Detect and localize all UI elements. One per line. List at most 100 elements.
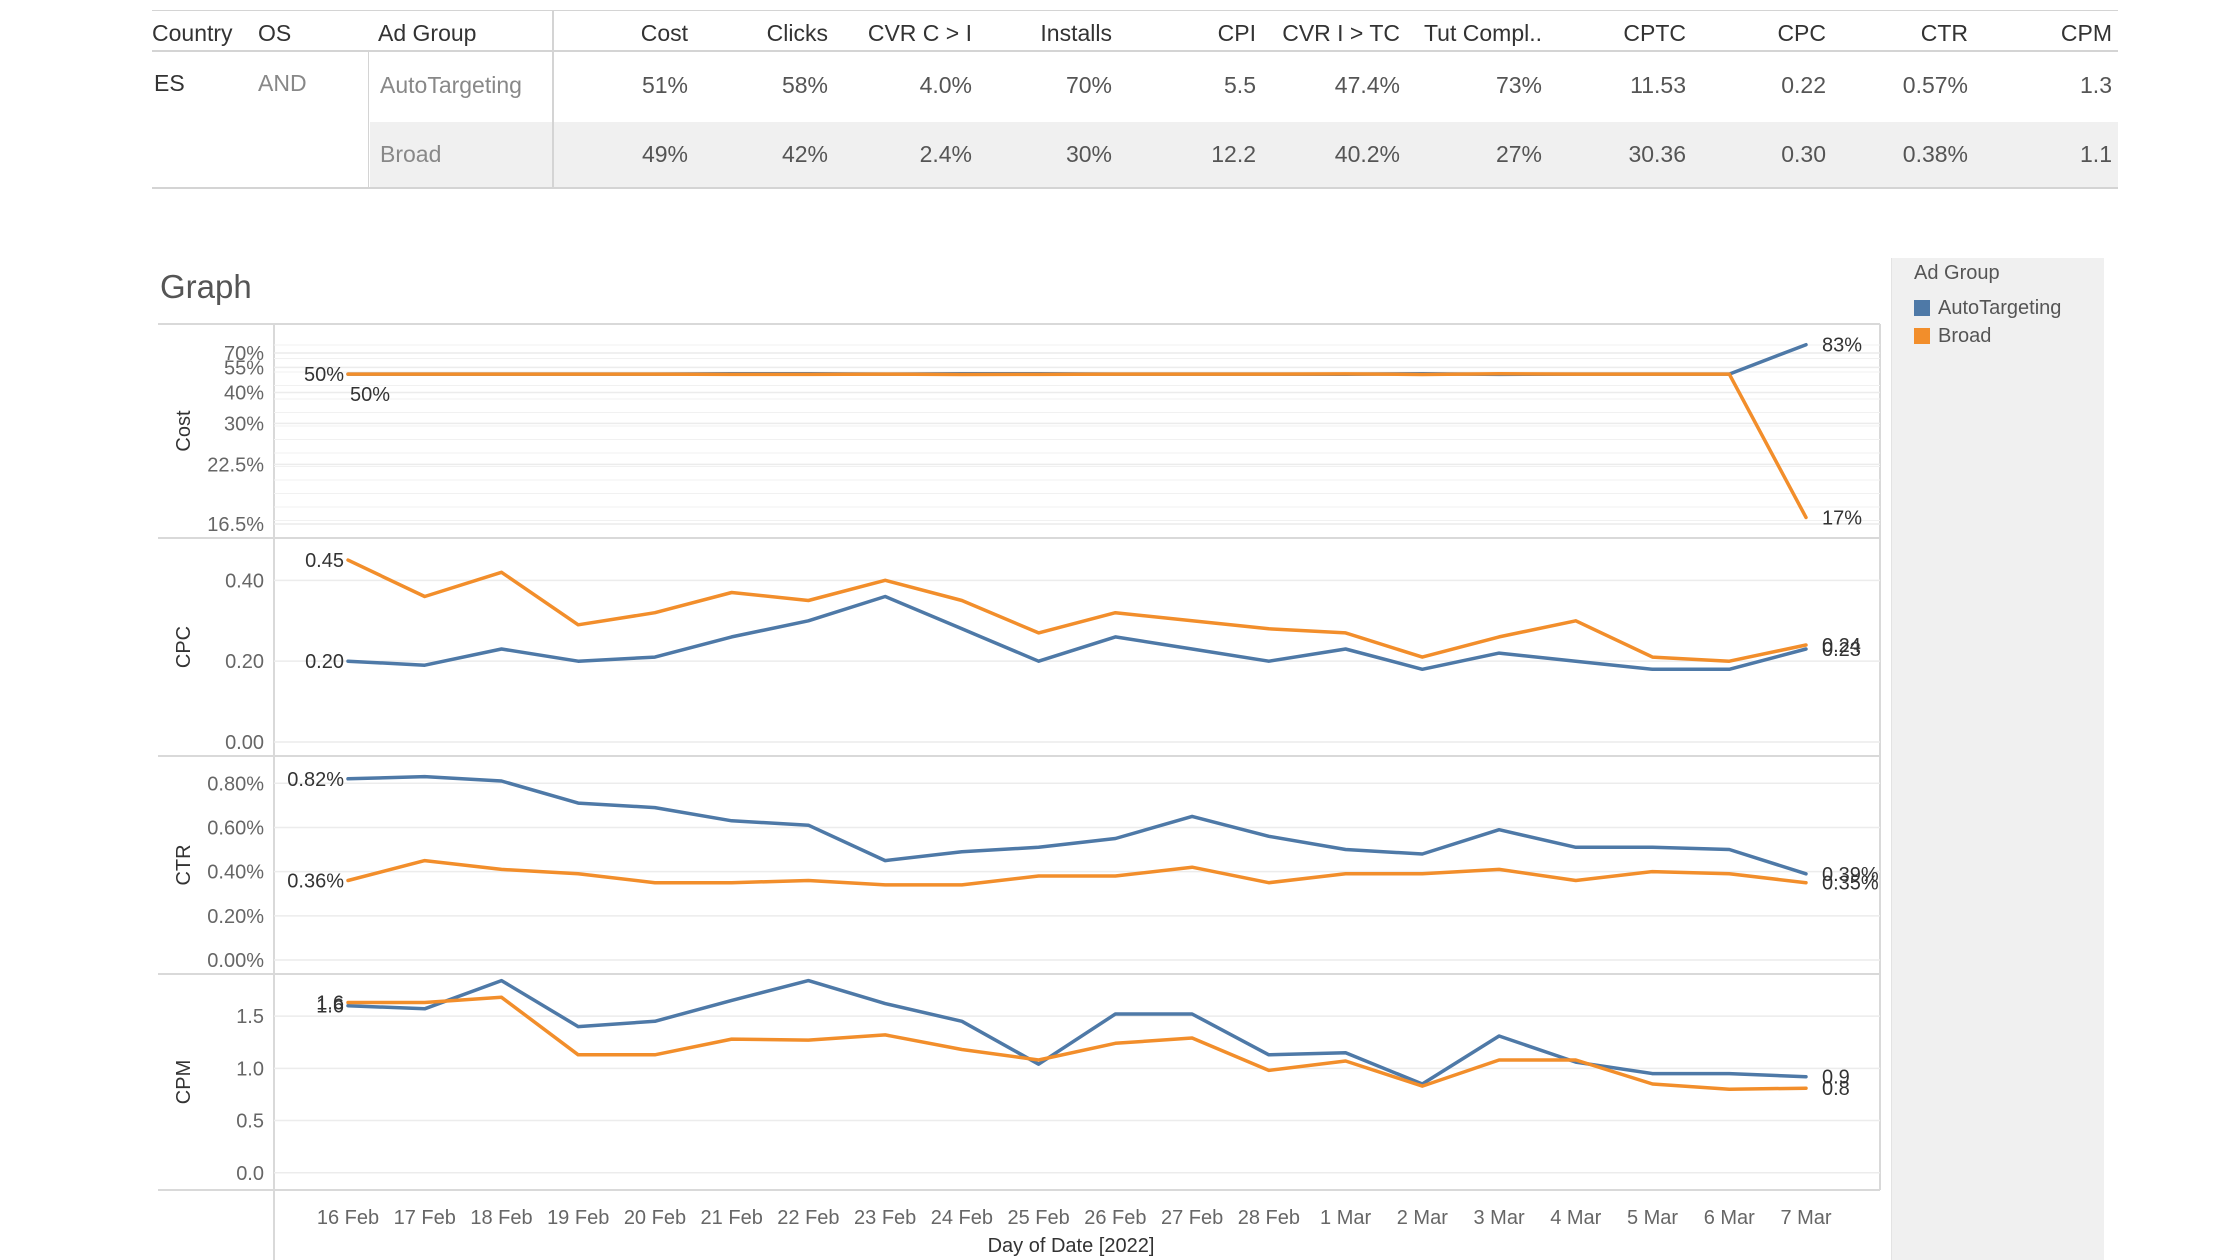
y-tick-label-ctr: 0.60% (207, 817, 264, 839)
x-tick-label: 5 Mar (1627, 1207, 1678, 1229)
x-tick-label: 19 Feb (547, 1207, 609, 1229)
y-tick-label-ctr: 0.40% (207, 862, 264, 884)
y-axis-label-cpc: CPC (173, 626, 195, 668)
cell-cost: 51% (641, 72, 688, 98)
series-line-ctr-autotargeting (346, 774, 1808, 876)
series-line-ctr-broad (346, 858, 1808, 887)
cell-cpc: 0.22 (1781, 72, 1826, 98)
legend-item-autotargeting[interactable]: AutoTargeting (1914, 297, 2061, 320)
column-header-cpc: CPC (1777, 20, 1826, 46)
y-tick-label-ctr: 0.00% (207, 950, 264, 972)
first-value-label: 0.36% (287, 870, 344, 892)
x-tick-label: 1 Mar (1320, 1207, 1371, 1229)
cell-country: ES (154, 70, 185, 96)
y-tick-label-cost: 40% (224, 383, 264, 405)
last-value-label: 0.39% (1822, 864, 1879, 886)
series-line-cpm-broad (346, 995, 1808, 1091)
y-tick-label-cost: 55% (224, 357, 264, 379)
first-value-label: 0.45 (305, 550, 344, 572)
column-header-cpm: CPM (2060, 20, 2112, 46)
x-tick-label: 4 Mar (1550, 1207, 1601, 1229)
last-value-label: 0.23 (1822, 639, 1861, 661)
y-tick-label-cost: 22.5% (207, 454, 264, 476)
cell-installs: 70% (1065, 72, 1112, 98)
x-tick-label: 20 Feb (624, 1207, 686, 1229)
column-header-ad-group: Ad Group (378, 20, 477, 46)
column-header-cvr-c-i: CVR C > I (867, 20, 972, 46)
cell-tut-compl: 73% (1495, 72, 1542, 98)
y-tick-label-cost: 16.5% (207, 514, 264, 536)
first-value-label: 1.6 (316, 996, 344, 1018)
cell-tut-compl: 27% (1495, 141, 1542, 167)
x-tick-label: 27 Feb (1161, 1207, 1223, 1229)
table-top-rule (152, 10, 2118, 11)
series-line-cpm-autotargeting (346, 978, 1808, 1086)
cell-cpc: 0.30 (1781, 141, 1826, 167)
legend-panel (1892, 258, 2104, 1260)
x-tick-label: 6 Mar (1704, 1207, 1755, 1229)
cell-cvr-c-i: 4.0% (919, 72, 972, 98)
cell-cost: 49% (641, 141, 688, 167)
cell-ctr: 0.57% (1902, 72, 1968, 98)
cell-ad-group: AutoTargeting (380, 72, 522, 98)
series-line-cpc-autotargeting (346, 594, 1808, 672)
x-tick-label: 18 Feb (470, 1207, 532, 1229)
cell-clicks: 58% (781, 72, 828, 98)
x-tick-label: 3 Mar (1473, 1207, 1524, 1229)
y-axis-label-ctr: CTR (173, 844, 195, 885)
x-tick-label: 26 Feb (1084, 1207, 1146, 1229)
y-tick-label-cost: 30% (224, 413, 264, 435)
column-header-tut-compl: Tut Compl.. (1423, 20, 1542, 46)
table-row-band (370, 122, 2118, 188)
table-bottom-rule (152, 187, 2118, 189)
first-value-label: 50% (304, 364, 344, 386)
column-header-os: OS (258, 20, 292, 46)
y-tick-label-ctr: 0.80% (207, 773, 264, 795)
x-tick-label: 16 Feb (317, 1207, 379, 1229)
cell-clicks: 42% (781, 141, 828, 167)
cell-cpm: 1.1 (2080, 141, 2112, 167)
legend-label-broad: Broad (1938, 325, 1992, 347)
y-tick-label-cost: 70% (224, 343, 264, 365)
legend-item-broad[interactable]: Broad (1914, 325, 1991, 348)
series-line-cpc-broad (346, 558, 1808, 663)
legend-swatch-broad (1914, 328, 1930, 344)
first-value-label: 0.20 (305, 651, 344, 673)
column-header-clicks: Clicks (766, 20, 828, 46)
y-tick-label-cpm: 1.0 (236, 1058, 264, 1080)
cell-cvr-i-tc: 40.2% (1334, 141, 1400, 167)
y-tick-label-cpc: 0.00 (225, 732, 264, 754)
legend-title: Ad Group (1914, 262, 2000, 284)
cell-ctr: 0.38% (1902, 141, 1968, 167)
table-country-divider (368, 52, 369, 187)
last-value-label: 0.8 (1822, 1078, 1850, 1100)
table-header-rule (152, 50, 2118, 52)
cell-os: AND (258, 70, 307, 96)
column-header-cost: Cost (640, 20, 688, 46)
last-value-label: 0.24 (1822, 635, 1861, 657)
cell-cpm: 1.3 (2080, 72, 2112, 98)
x-tick-label: 2 Mar (1397, 1207, 1448, 1229)
cell-cpi: 12.2 (1211, 141, 1256, 167)
cell-cptc: 30.36 (1628, 141, 1686, 167)
x-tick-label: 23 Feb (854, 1207, 916, 1229)
x-tick-label: 24 Feb (931, 1207, 993, 1229)
x-tick-label: 21 Feb (701, 1207, 763, 1229)
graph-title: Graph (160, 268, 252, 305)
x-axis-label: Day of Date [2022] (988, 1235, 1155, 1257)
cell-installs: 30% (1065, 141, 1112, 167)
x-tick-label: 17 Feb (394, 1207, 456, 1229)
legend-label-autotargeting: AutoTargeting (1938, 297, 2062, 319)
y-axis-label-cost: Cost (173, 410, 195, 452)
last-value-label: 0.35% (1822, 873, 1879, 895)
x-tick-label: 7 Mar (1780, 1207, 1831, 1229)
y-tick-label-cpc: 0.20 (225, 651, 264, 673)
y-tick-label-cpm: 0.5 (236, 1111, 264, 1133)
series-line-cost-broad (346, 372, 1808, 520)
table-divider (552, 10, 554, 188)
cell-cptc: 11.53 (1630, 72, 1686, 98)
first-value-label: 50% (350, 384, 390, 406)
series-line-cost-autotargeting (346, 342, 1808, 377)
cell-ad-group: Broad (380, 141, 442, 167)
